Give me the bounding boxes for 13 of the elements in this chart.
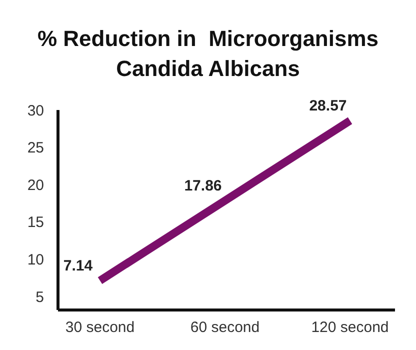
y-tick-label: 15	[27, 214, 44, 232]
y-tick-label: 5	[36, 288, 44, 306]
x-tick-label: 60 second	[190, 319, 260, 336]
x-tick-label: 120 second	[311, 319, 389, 336]
y-tick-label: 25	[27, 140, 44, 157]
data-label: 28.57	[309, 98, 347, 115]
y-tick-label: 10	[27, 252, 44, 269]
chart-title: % Reduction in Microorganisms Candida Albicans	[37, 26, 379, 81]
y-tick-label: 30	[27, 102, 44, 120]
y-tick-label: 20	[27, 176, 44, 194]
x-tick-label: 30 second	[65, 319, 135, 336]
data-label: 17.86	[184, 178, 222, 195]
data-label: 7.14	[63, 258, 94, 275]
